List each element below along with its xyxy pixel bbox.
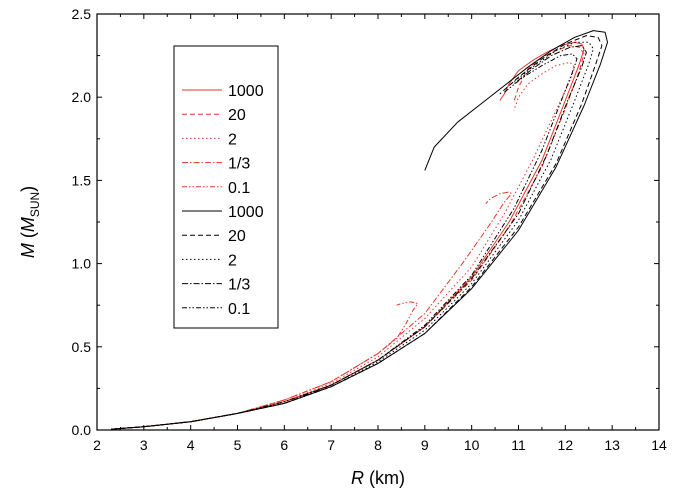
curve-black-7 [110,41,594,430]
series-layer [110,30,608,430]
y-tick-label: 1.0 [72,256,92,272]
legend-box [173,45,279,329]
x-tick-label: 5 [234,437,242,453]
x-tick-label: 8 [374,437,382,453]
y-axis-open: ( [18,232,38,243]
legend-label: 1000 [228,83,264,100]
x-tick-label: 10 [464,437,480,453]
x-tick-label: 2 [93,437,101,453]
curve-black-9 [110,53,578,430]
x-tick-label: 7 [327,437,335,453]
y-tick-label: 0.5 [72,339,92,355]
legend-label: 1000 [228,204,264,221]
x-axis-var: R [351,468,364,488]
x-tick-label: 11 [511,437,526,453]
x-tick-label: 6 [280,437,288,453]
x-tick-label: 3 [140,437,148,453]
y-axis-var: M [18,243,38,258]
axis-ticks: 2 3 4 5 6 7 8 9 10 11 12 13 14 0.0 0.5 1.0 1.5 2.0 2.5 [72,6,667,453]
x-axis-unit: (km) [364,468,405,488]
y-tick-label: 2.0 [72,89,92,105]
curve-black-6 [110,35,603,430]
legend-label: 2 [228,131,237,148]
y-tick-label: 2.5 [72,6,92,22]
legend-label: 0.1 [228,180,250,197]
x-axis-label: R (km) [351,468,405,488]
y-axis-unit-var: M [18,217,38,232]
legend-label: 20 [228,107,246,124]
x-tick-label: 12 [558,437,574,453]
x-tick-label: 4 [187,437,195,453]
y-axis-unit-sub: SUN [28,192,42,217]
legend-label: 2 [228,252,237,269]
legend-label: 1/3 [228,156,250,173]
y-axis-close: ) [18,186,38,192]
y-tick-label: 1.5 [72,172,92,188]
legend: 1000 20 2 1/3 0.1 1000 20 2 1/3 0.1 [173,45,279,329]
x-tick-label: 13 [604,437,620,453]
curve-red-1 [110,45,585,430]
y-tick-label: 0.0 [72,422,92,438]
legend-label: 0.1 [228,301,250,318]
curve-red-0 [110,41,585,430]
x-tick-label: 9 [421,437,429,453]
curve-black-5 [110,30,608,430]
legend-label: 20 [228,228,246,245]
x-tick-label: 14 [651,437,667,453]
y-axis-label: M (MSUN) [18,186,42,258]
legend-label: 1/3 [228,277,250,294]
